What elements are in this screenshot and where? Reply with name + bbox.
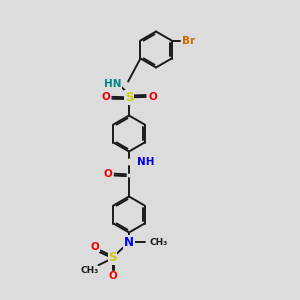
Text: O: O xyxy=(101,92,110,102)
Text: O: O xyxy=(103,169,112,179)
Text: O: O xyxy=(148,92,157,102)
Text: CH₃: CH₃ xyxy=(150,238,168,247)
Text: O: O xyxy=(108,271,117,281)
Text: S: S xyxy=(108,251,117,264)
Text: HN: HN xyxy=(104,79,122,89)
Text: S: S xyxy=(125,91,133,104)
Text: O: O xyxy=(91,242,100,252)
Text: Br: Br xyxy=(182,35,195,46)
Text: N: N xyxy=(124,236,134,249)
Text: NH: NH xyxy=(137,157,155,167)
Text: CH₃: CH₃ xyxy=(81,266,99,275)
